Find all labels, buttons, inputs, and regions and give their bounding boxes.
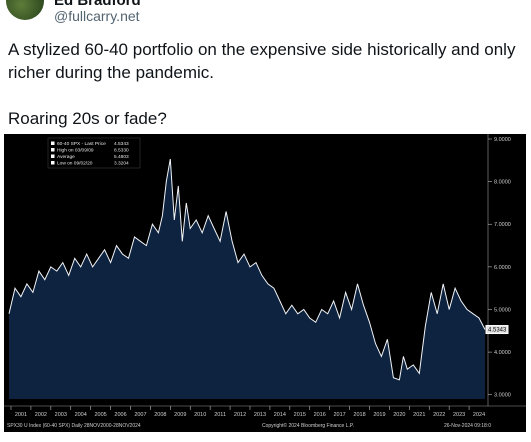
x-tick-label: 2013 — [254, 412, 266, 418]
x-tick-label: 2004 — [75, 412, 87, 418]
avatar[interactable] — [6, 0, 44, 20]
legend-box — [47, 137, 141, 169]
x-tick-label: 2024 — [473, 412, 485, 418]
x-tick-label: 2005 — [94, 412, 106, 418]
x-tick-label: 2018 — [353, 412, 365, 418]
x-tick-label: 2003 — [55, 412, 67, 418]
tweet-paragraph-1: A stylized 60-40 portfolio on the expens… — [8, 40, 516, 82]
legend-value: 4.5343 — [114, 141, 129, 147]
x-tick-label: 2002 — [35, 412, 47, 418]
legend-label: Average — [57, 154, 75, 160]
author-handle[interactable]: @fullcarry.net — [54, 8, 140, 24]
tweet-media-chart[interactable]: 9.0000 8.0000 7.0000 6.0000 5.0000 4.0000 3.00… — [4, 134, 526, 432]
y-tick-label: 9.0000 — [494, 137, 511, 143]
x-tick-label: 2010 — [194, 412, 206, 418]
footer-right: 26-Nov-2024 09:18:0 — [444, 423, 491, 429]
chart-svg: 9.0000 8.0000 7.0000 6.0000 5.0000 4.0000 3.00… — [4, 134, 526, 432]
legend-value: 8.5330 — [114, 148, 129, 154]
footer-left: SPX30 U Index (60-40 SPX) Daily 28NOV200… — [7, 423, 141, 429]
x-tick-label: 2016 — [314, 412, 326, 418]
series-area — [9, 159, 485, 399]
last-value-box — [485, 325, 509, 335]
x-tick-label: 2008 — [154, 412, 166, 418]
y-tick-label: 6.0000 — [494, 265, 511, 271]
x-tick-label: 2001 — [15, 412, 27, 418]
x-tick-label: 2023 — [453, 412, 465, 418]
tweet-text: A stylized 60-40 portfolio on the expens… — [8, 38, 523, 130]
legend-label: 60-40 SPX - Last Price — [57, 141, 106, 147]
legend-swatch — [51, 141, 55, 145]
tweet-header: Ed Bradford @fullcarry.net — [0, 0, 531, 40]
author-name[interactable]: Ed Bradford — [54, 0, 141, 9]
legend-swatch — [51, 161, 55, 165]
legend-label: High on 03/09/09 — [57, 148, 94, 154]
y-tick-label: 3.0000 — [494, 393, 511, 399]
footer-center: Copyright© 2024 Bloomberg Finance L.P. — [262, 422, 354, 429]
x-tick-label: 2009 — [174, 412, 186, 418]
x-tick-label: 2019 — [373, 412, 385, 418]
legend-value: 3.3204 — [114, 161, 129, 167]
x-axis: 2001 2002 2003 2004 2005 2006 2007 2008 2009 2010… — [4, 405, 526, 418]
x-tick-label: 2020 — [393, 412, 405, 418]
y-tick-label: 5.0000 — [494, 307, 511, 313]
x-tick-label: 2014 — [274, 412, 286, 418]
legend-swatch — [51, 154, 55, 158]
x-tick-label: 2007 — [134, 412, 146, 418]
x-tick-label: 2022 — [433, 412, 445, 418]
tweet-paragraph-2: Roaring 20s or fade? — [8, 109, 167, 128]
last-value-label: 4.5343 — [488, 328, 507, 334]
series-line — [8, 158, 486, 381]
y-tick-label: 8.0000 — [494, 180, 511, 186]
y-tick-label: 7.0000 — [494, 222, 511, 228]
x-tick-label: 2017 — [333, 412, 345, 418]
chart-legend: 60-40 SPX - Last Price 4.5343 High on 03/0… — [47, 137, 141, 169]
y-axis: 9.0000 8.0000 7.0000 6.0000 5.0000 4.0000 3.00… — [487, 134, 511, 406]
y-tick-label: 4.0000 — [494, 350, 511, 356]
legend-swatch — [51, 148, 55, 152]
legend-label: Low on 09/02/20 — [57, 161, 93, 167]
x-tick-label: 2006 — [114, 412, 126, 418]
x-tick-label: 2015 — [294, 412, 306, 418]
legend-value: 5.4803 — [114, 154, 129, 160]
x-tick-label: 2021 — [413, 412, 425, 418]
x-tick-label: 2012 — [234, 412, 246, 418]
x-tick-label: 2011 — [214, 412, 226, 418]
